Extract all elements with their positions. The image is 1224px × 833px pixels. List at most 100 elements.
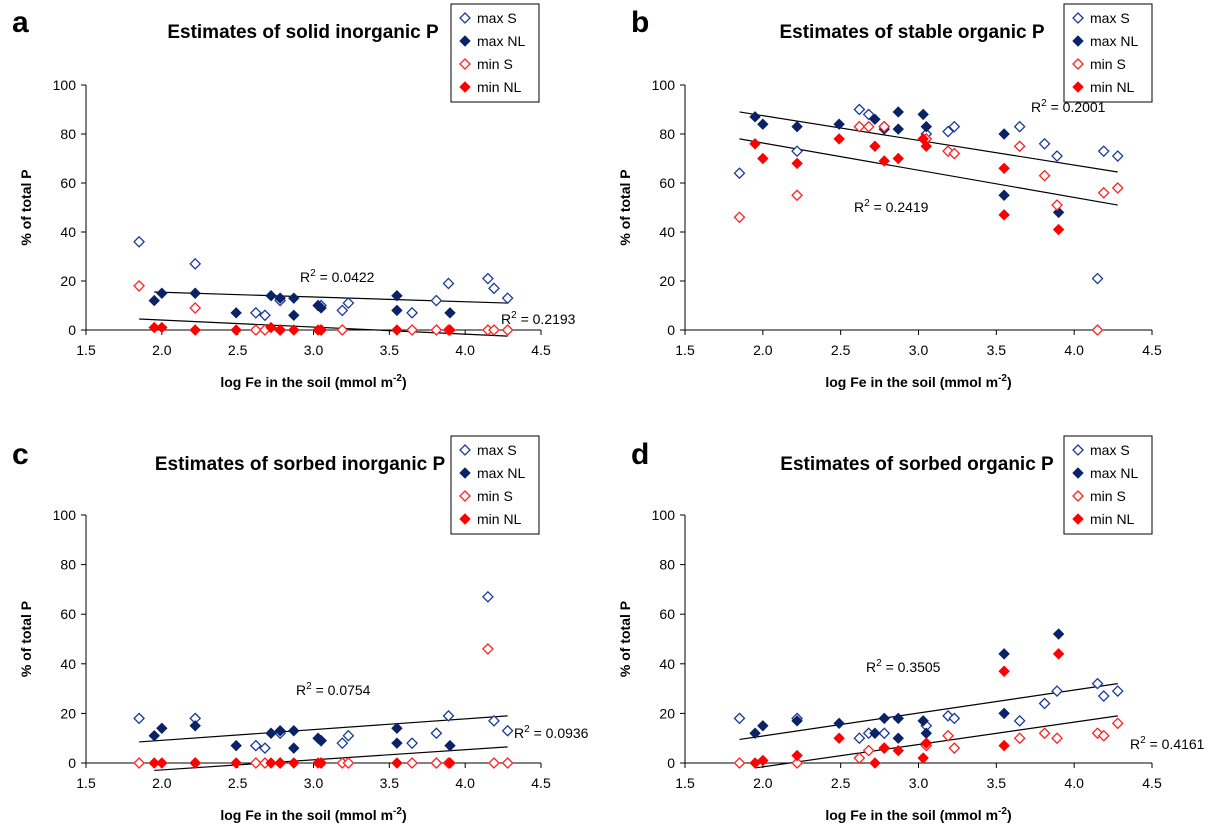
data-point — [1097, 729, 1110, 742]
legend-marker — [1072, 490, 1084, 502]
legend-label: min S — [477, 488, 513, 504]
r-squared-label: R2 = 0.2001 — [1031, 98, 1106, 115]
legend-marker — [1072, 513, 1084, 525]
data-point — [315, 757, 327, 769]
data-point — [1111, 717, 1124, 730]
data-point — [892, 744, 904, 757]
chart-title: Estimates of sorbed inorganic P — [155, 454, 446, 475]
data-point — [189, 757, 201, 769]
data-point — [1051, 199, 1063, 211]
panel-d: d Estimates of sorbed organic P 0 20 40 60 80 1… — [617, 435, 1205, 823]
chart-title: Estimates of sorbed organic P — [780, 454, 1054, 475]
data-point — [1038, 137, 1051, 150]
data-point — [265, 757, 277, 769]
legend-label: max NL — [1090, 33, 1138, 49]
x-axis-label-end: ) — [402, 374, 407, 390]
data-point — [501, 324, 514, 336]
panel-c: c Estimates of sorbed inorganic P 0 20 40 60 8… — [12, 435, 589, 823]
data-point — [791, 189, 803, 202]
data-point — [488, 324, 500, 336]
data-point — [749, 111, 761, 123]
series-max-s — [133, 235, 514, 322]
data-point — [757, 754, 769, 767]
x-tick-label: 3.0 — [909, 342, 929, 358]
data-point — [1111, 685, 1124, 697]
data-point — [265, 321, 277, 334]
data-point — [501, 757, 514, 769]
y-axis-label: % of total P — [617, 601, 633, 677]
legend-label: max NL — [1090, 465, 1138, 481]
data-point — [917, 752, 929, 764]
r-squared-label: R2 = 0.2193 — [501, 310, 576, 327]
x-tick-label: 1.5 — [76, 342, 96, 358]
data-point — [430, 727, 443, 740]
legend-label: max NL — [477, 33, 525, 49]
data-point — [998, 648, 1010, 660]
data-point — [749, 138, 761, 150]
chart-title: Estimates of solid inorganic P — [167, 22, 439, 43]
series-max-s — [733, 677, 1124, 745]
data-point — [853, 732, 866, 745]
data-point — [948, 147, 961, 160]
legend-marker — [459, 490, 471, 502]
data-point — [733, 167, 746, 180]
data-point — [481, 272, 494, 285]
legend-marker — [1072, 467, 1084, 479]
r-squared-symbol: R — [296, 682, 306, 698]
data-point — [998, 209, 1010, 221]
panel-letter: c — [12, 438, 29, 471]
data-point — [274, 324, 286, 336]
data-point — [444, 757, 456, 769]
r-squared-symbol: R — [501, 311, 511, 327]
data-point — [315, 302, 327, 314]
data-point — [878, 727, 891, 740]
legend-label: min NL — [477, 79, 522, 95]
r-squared-superscript: 2 — [1140, 735, 1146, 746]
data-point — [892, 712, 904, 725]
data-point — [430, 757, 443, 769]
y-tick-label: 40 — [60, 224, 76, 240]
data-point — [189, 257, 202, 270]
r-squared-superscript: 2 — [306, 681, 312, 692]
panel-b: b Estimates of stable organic P 0 20 40 60 80 1… — [617, 3, 1162, 390]
y-tick-label: 100 — [652, 77, 676, 93]
data-point — [833, 118, 845, 130]
x-tick-label: 1.5 — [675, 775, 695, 791]
legend-marker — [459, 467, 471, 479]
r-squared-label: R2 = 0.4161 — [1130, 735, 1205, 752]
x-tick-label: 3.5 — [380, 342, 400, 358]
legend-marker — [459, 81, 471, 93]
data-point — [920, 140, 932, 152]
legend-marker — [459, 513, 471, 525]
data-point — [444, 739, 456, 752]
data-point — [342, 757, 355, 769]
data-point — [148, 294, 160, 307]
data-point — [1111, 150, 1124, 162]
data-point — [342, 729, 355, 742]
x-axis-label-end: ) — [1007, 807, 1012, 823]
legend-marker — [1072, 35, 1084, 47]
x-axis-label-main: log Fe in the soil (mmol m — [825, 807, 998, 823]
data-point — [501, 724, 514, 737]
r-squared-superscript: 2 — [310, 268, 316, 279]
legend: max S max NL min S min NL — [450, 3, 540, 103]
data-point — [391, 722, 403, 734]
data-point — [189, 720, 201, 732]
series-max-nl — [148, 287, 456, 322]
series-min-s — [733, 120, 1124, 336]
data-point — [249, 739, 262, 752]
data-point — [481, 643, 494, 655]
legend-marker — [459, 12, 471, 24]
data-point — [259, 742, 271, 755]
x-axis-label-end: ) — [402, 807, 407, 823]
data-point — [942, 729, 954, 742]
legend-marker — [1072, 81, 1084, 93]
x-axis-label: log Fe in the soil (mmol m-2) — [220, 806, 406, 823]
series-max-nl — [148, 720, 456, 754]
data-point — [288, 742, 300, 754]
y-axis-label: % of total P — [617, 169, 633, 245]
y-tick-label: 20 — [659, 273, 675, 289]
x-axis-label-superscript: -2 — [998, 806, 1007, 817]
r-squared-value: = 0.2001 — [1047, 99, 1106, 115]
data-point — [342, 297, 355, 309]
